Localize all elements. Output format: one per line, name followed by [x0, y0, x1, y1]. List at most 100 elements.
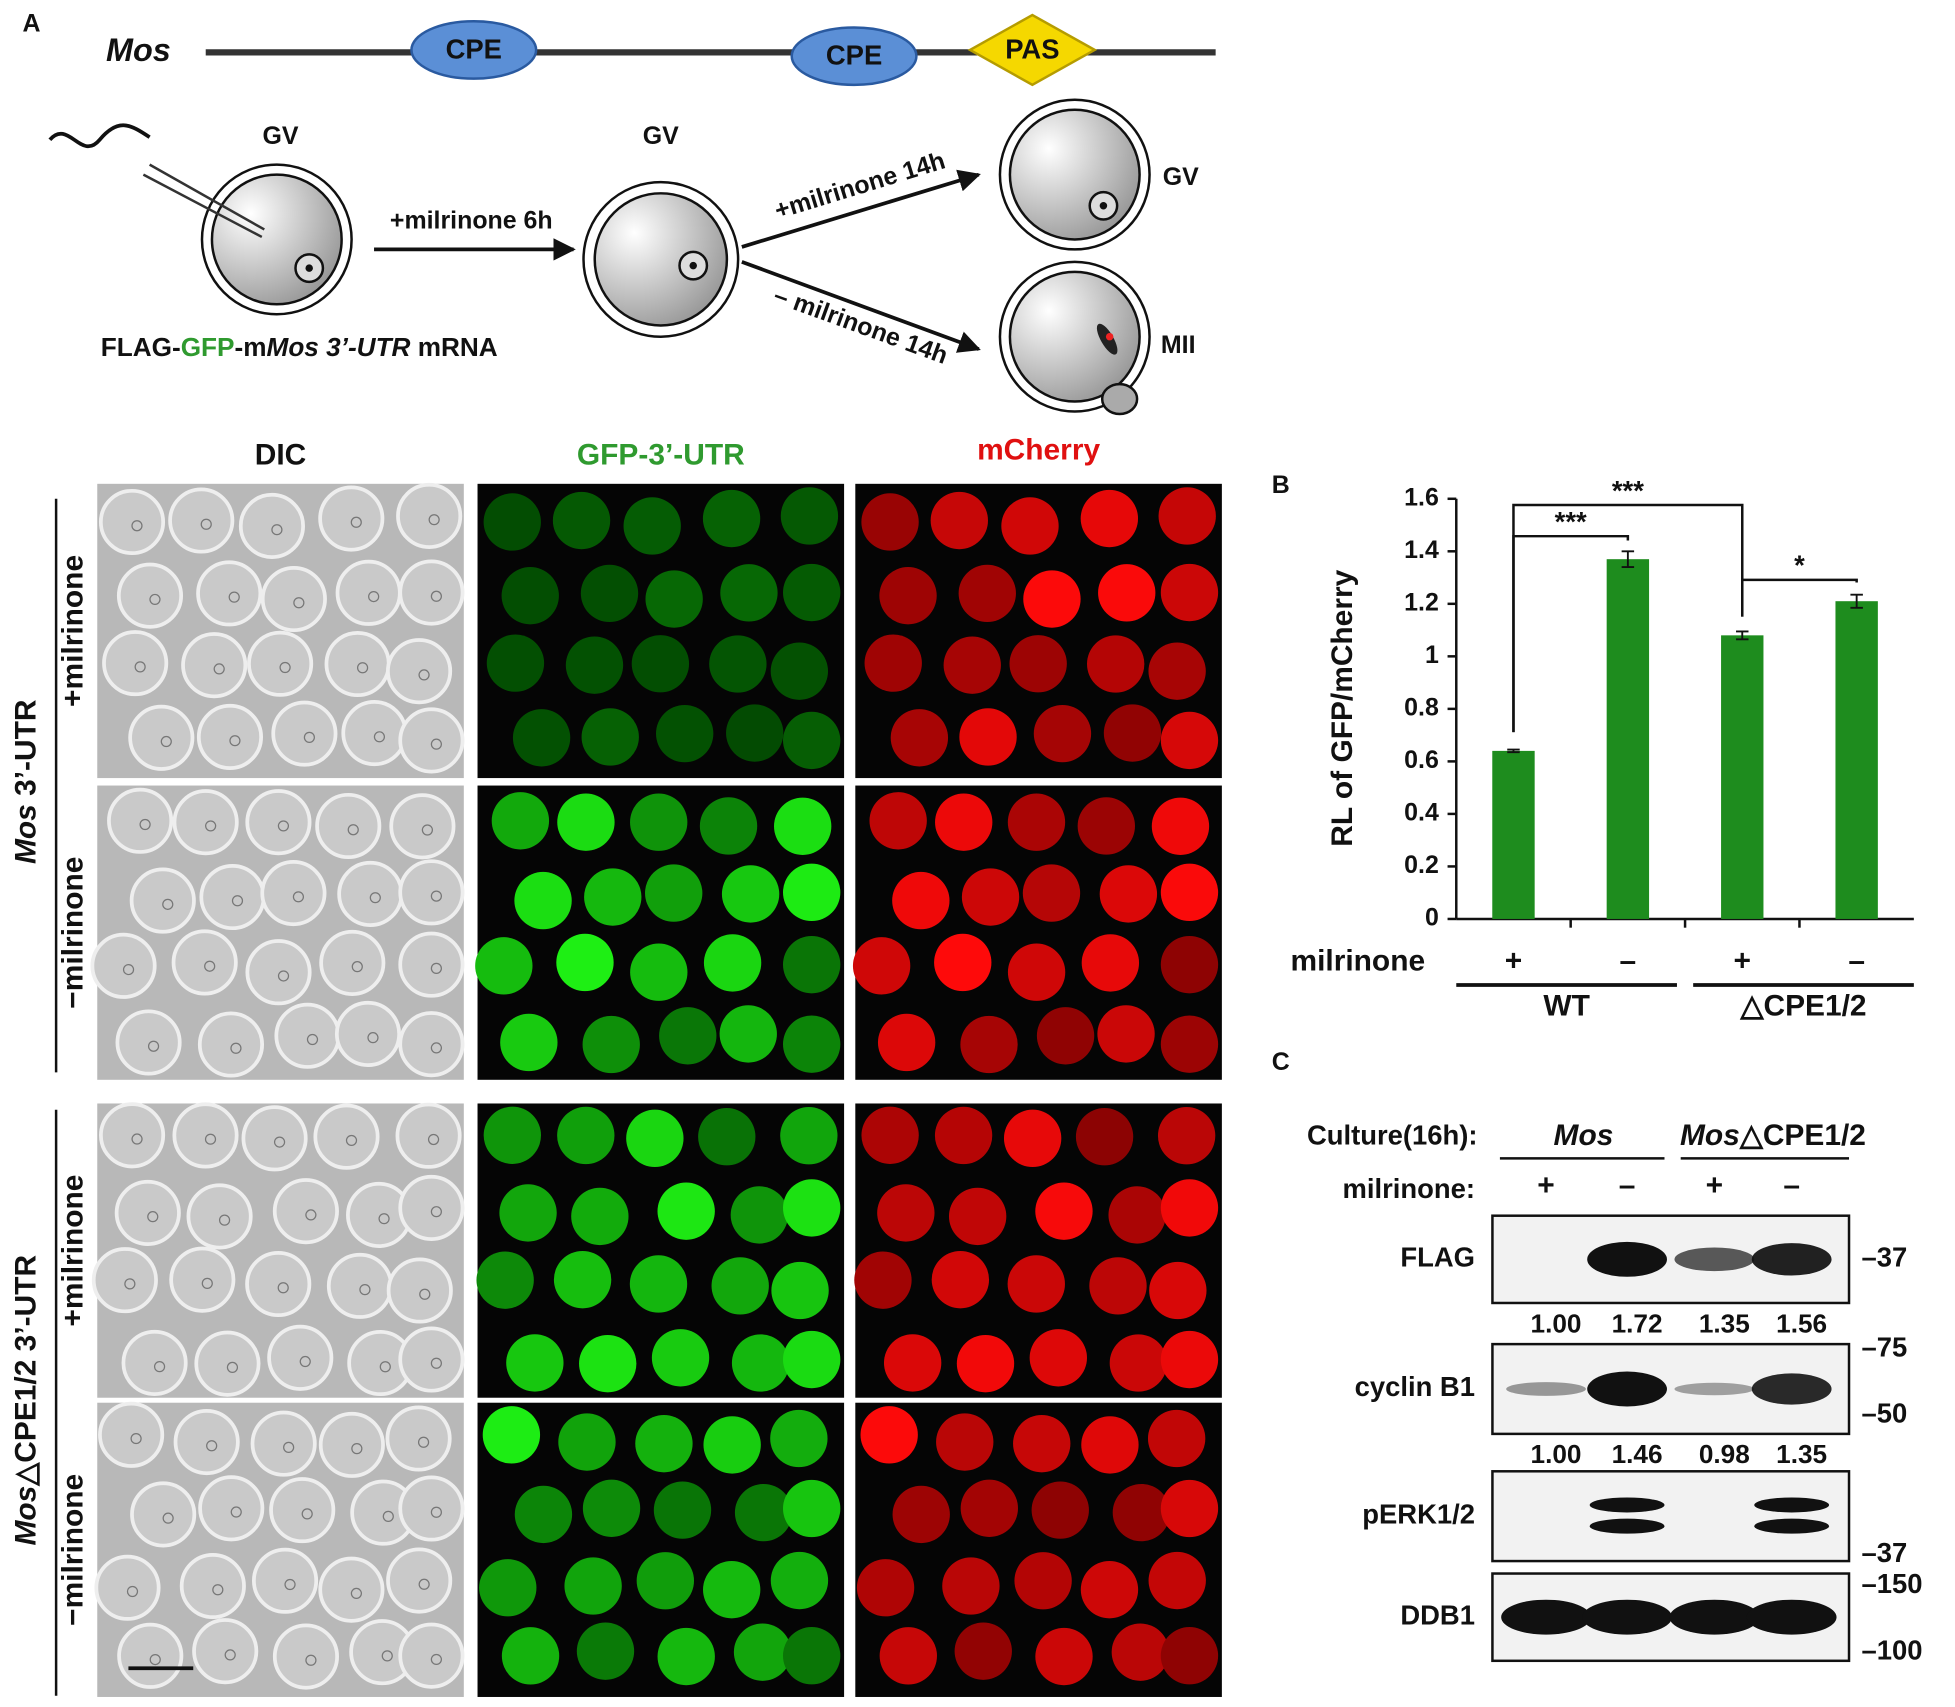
- text-part: △CPE1/2 3’-UTR: [9, 1255, 42, 1487]
- oocyte-nucleus: [292, 891, 305, 903]
- significance-label: ***: [1555, 506, 1587, 537]
- oocyte-nucleus: [430, 1357, 442, 1369]
- fluorescent-cell: [1097, 1005, 1155, 1063]
- oocyte-cell: [386, 1547, 453, 1614]
- oocyte-cell: [196, 703, 264, 770]
- fluorescent-cell: [512, 709, 571, 767]
- oocyte-cell: [398, 1622, 465, 1689]
- fluorescent-cell: [651, 1329, 710, 1387]
- fluorescent-cell: [1009, 635, 1067, 693]
- fluorescent-cell: [631, 635, 690, 693]
- treatment-sign: +: [1537, 1169, 1554, 1202]
- blot-band: [1754, 1518, 1830, 1534]
- error-bar: [1507, 748, 1520, 754]
- stage-label: GV: [263, 122, 299, 150]
- fluorescent-cell: [702, 489, 761, 548]
- oocyte-nucleus: [230, 1042, 242, 1054]
- oocyte-cell: [252, 1547, 319, 1614]
- group-label: Mos△CPE1/2 3’-UTR: [9, 1255, 42, 1546]
- oocyte-cell: [194, 1330, 261, 1397]
- oocyte-cell: [197, 1011, 265, 1078]
- x-category-title: milrinone: [1291, 945, 1426, 978]
- oocyte-cell: [386, 1257, 453, 1324]
- oocyte-nucleus: [430, 1653, 442, 1666]
- oocyte-nucleus: [277, 1282, 289, 1294]
- fluorescent-cell: [1160, 1179, 1219, 1237]
- fluorescent-cell: [879, 567, 937, 625]
- fluorescent-cell: [1086, 635, 1145, 693]
- fluorescent-cell: [483, 1106, 542, 1164]
- fluorescent-cell: [506, 1334, 564, 1392]
- oocyte-cell: [198, 1475, 265, 1542]
- fluorescent-cell: [782, 863, 841, 922]
- fluorescent-cell: [1029, 1329, 1087, 1387]
- fluorescent-cell: [1089, 1257, 1147, 1315]
- fluorescent-cell: [699, 797, 758, 855]
- bar: [1835, 601, 1878, 919]
- fluorescent-cell: [890, 709, 949, 767]
- stage-label: GV: [643, 122, 679, 150]
- group-label: △CPE1/2: [1739, 989, 1866, 1022]
- fluorescent-cell: [582, 1479, 641, 1537]
- oocyte-nucleus: [381, 1650, 393, 1662]
- fluorescent-cell: [935, 793, 993, 851]
- fluorescent-cell: [1160, 863, 1219, 922]
- fluorescent-cell: [552, 491, 611, 550]
- fluorescent-cell: [782, 1015, 841, 1073]
- oocyte-nucleus: [277, 970, 290, 982]
- text-part: -m: [235, 332, 267, 362]
- oocyte-nucleus: [218, 1214, 231, 1226]
- fluorescent-cell: [584, 868, 642, 926]
- fluorescent-cell: [780, 487, 839, 545]
- fluorescent-cell: [576, 1622, 635, 1680]
- oocyte-cell: [169, 1246, 236, 1313]
- oocyte-nucleus: [139, 818, 151, 831]
- blot-label: cyclin B1: [1355, 1371, 1475, 1402]
- column-header: DIC: [255, 438, 307, 471]
- blot-band: [1589, 1497, 1665, 1513]
- oocyte-cell: [115, 1009, 182, 1076]
- y-tick-label: 0.6: [1404, 746, 1439, 774]
- oocyte-cell: [272, 1178, 339, 1245]
- oocyte-nucleus: [131, 1133, 143, 1145]
- mw-marker: –150: [1861, 1568, 1922, 1599]
- oocyte-cell: [128, 704, 195, 771]
- fluorescent-cell: [1160, 1479, 1219, 1538]
- mw-marker: –50: [1861, 1397, 1907, 1428]
- mw-marker: –37: [1861, 1537, 1907, 1568]
- oocyte-nucleus: [162, 1512, 174, 1524]
- fluorescent-cell: [931, 1250, 990, 1309]
- element-label: PAS: [1005, 33, 1059, 64]
- oocyte-nucleus: [279, 661, 291, 674]
- oocyte-nucleus: [213, 663, 225, 675]
- oocyte-nucleus: [382, 1510, 394, 1522]
- oocyte-nucleus: [378, 1213, 390, 1225]
- oocyte-cell: [318, 485, 385, 552]
- fluorescent-cell: [558, 1413, 616, 1471]
- micrograph: [477, 1402, 845, 1697]
- oocyte-cell: [173, 1408, 240, 1476]
- micrograph: [475, 785, 845, 1080]
- oocyte-nucleus: [299, 1355, 311, 1368]
- y-tick-label: 1: [1425, 641, 1439, 669]
- fluorescent-cell: [657, 1627, 715, 1686]
- column-header: GFP-3’-UTR: [577, 438, 745, 471]
- treatment-sign: +: [1706, 1169, 1723, 1202]
- fluorescent-cell: [709, 635, 767, 693]
- condition-label: −milrinone: [57, 1474, 90, 1626]
- step-label: +milrinone 14h: [771, 147, 948, 225]
- oocyte-nucleus: [305, 1654, 317, 1666]
- oocyte-nucleus: [369, 892, 381, 904]
- oocyte-nucleus: [130, 1432, 142, 1445]
- oocyte-nucleus: [368, 590, 380, 603]
- panel-label: B: [1272, 471, 1290, 499]
- oocyte-nucleus: [359, 1284, 371, 1296]
- quantification: 1.35: [1776, 1439, 1827, 1469]
- significance-label: *: [1794, 550, 1805, 581]
- y-tick-label: 0.4: [1404, 798, 1439, 826]
- fluorescent-cell: [698, 1108, 756, 1166]
- fluorescent-cell: [892, 1485, 950, 1544]
- fluorescent-cell: [1035, 1627, 1093, 1686]
- step-label: +milrinone 6h: [390, 207, 553, 235]
- quantification: 1.46: [1612, 1439, 1663, 1469]
